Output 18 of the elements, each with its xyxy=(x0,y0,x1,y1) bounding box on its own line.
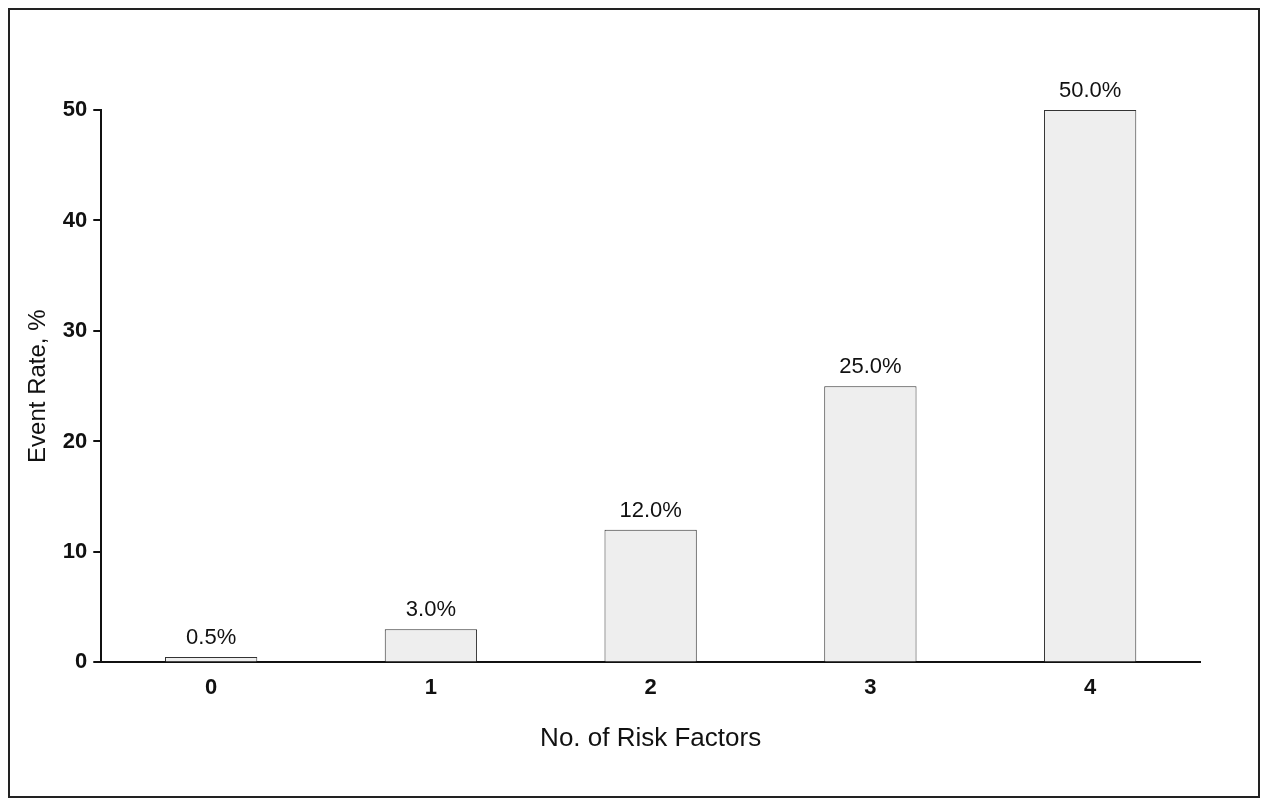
y-axis-title: Event Rate, % xyxy=(23,309,51,463)
data-label: 12.0% xyxy=(619,496,682,522)
data-label: 3.0% xyxy=(405,596,456,622)
x-tick-label: 2 xyxy=(644,673,657,699)
data-label: 50.0% xyxy=(1058,77,1122,103)
x-tick-label: 4 xyxy=(1084,673,1097,699)
y-tick-label: 0 xyxy=(75,648,88,674)
y-tick-label: 20 xyxy=(62,427,88,453)
y-tick-label: 30 xyxy=(62,317,88,343)
y-tick-label: 10 xyxy=(62,537,88,563)
x-tick-label: 1 xyxy=(424,673,438,699)
x-tick-label: 0 xyxy=(205,673,218,699)
data-label: 0.5% xyxy=(186,623,237,649)
y-tick-label: 40 xyxy=(62,206,88,232)
x-axis-title: No. of Risk Factors xyxy=(540,721,762,752)
x-tick-label: 3 xyxy=(864,673,877,699)
y-tick-label: 50 xyxy=(62,96,88,122)
data-label: 25.0% xyxy=(839,353,902,379)
